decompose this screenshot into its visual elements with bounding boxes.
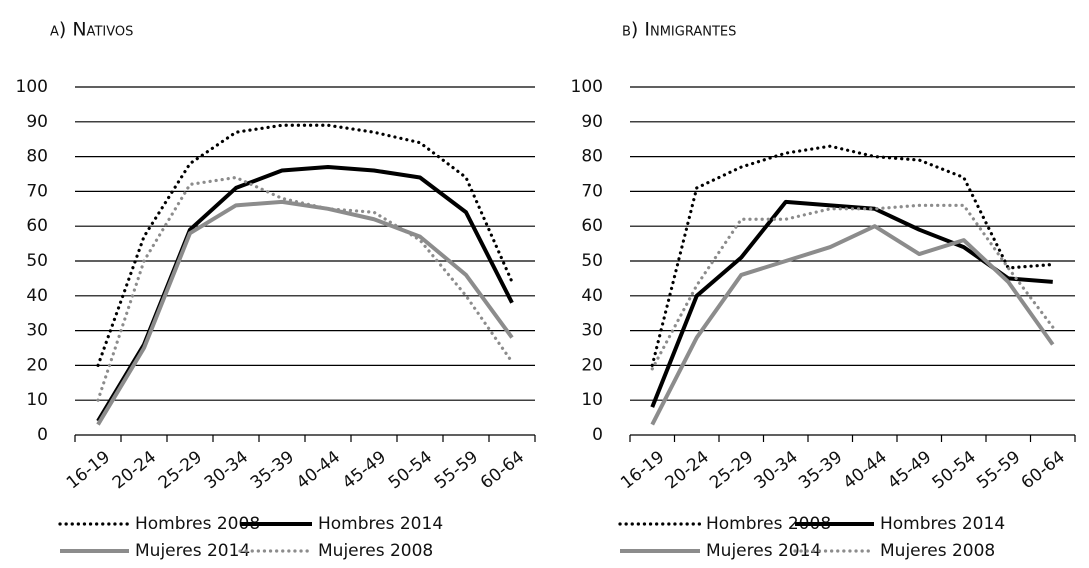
y-tick-label: 20 [581,355,603,375]
x-tick-label: 45-49 [339,447,390,493]
legend-label: Mujeres 2014 [706,541,821,561]
x-tick-label: 16-19 [63,447,114,493]
x-tick-label: 30-34 [751,447,802,493]
chart-title: a) Nativos [50,19,133,41]
y-tick-label: 50 [581,251,603,271]
y-tick-label: 30 [581,321,603,341]
y-tick-label: 20 [26,355,48,375]
y-tick-label: 0 [37,425,48,445]
y-tick-label: 90 [26,112,48,132]
x-tick-label: 60-64 [477,447,528,493]
legend-label: Hombres 2008 [706,514,831,534]
y-tick-label: 70 [26,181,48,201]
y-tick-label: 90 [581,112,603,132]
legend-label: Mujeres 2014 [135,541,250,561]
x-tick-label: 16-19 [617,447,668,493]
legend-label: Mujeres 2008 [880,541,995,561]
y-tick-label: 50 [26,251,48,271]
x-tick-label: 40-44 [840,447,891,493]
x-tick-label: 25-29 [706,447,757,493]
legend-label: Mujeres 2008 [318,541,433,561]
x-tick-label: 20-24 [109,447,160,493]
x-tick-label: 40-44 [293,447,344,493]
x-tick-label: 55-59 [431,447,482,493]
x-tick-label: 20-24 [662,447,713,493]
y-tick-label: 10 [581,390,603,410]
x-tick-label: 45-49 [884,447,935,493]
y-tick-label: 0 [592,425,603,445]
legend-label: Hombres 2008 [135,514,260,534]
y-tick-label: 30 [26,321,48,341]
series-line [650,144,1055,367]
series-line [96,175,514,402]
x-tick-label: 55-59 [973,447,1024,493]
y-tick-label: 70 [581,181,603,201]
series-line [650,203,1055,371]
x-tick-label: 50-54 [385,447,436,493]
series-line [96,123,514,367]
y-tick-label: 100 [16,77,48,97]
legend-label: Hombres 2014 [880,514,1005,534]
series-line [96,199,514,426]
x-tick-label: 50-54 [929,447,980,493]
x-tick-label: 35-39 [247,447,298,493]
series-line [650,199,1053,408]
y-tick-label: 40 [26,286,48,306]
y-tick-label: 60 [26,216,48,236]
y-tick-label: 60 [581,216,603,236]
y-tick-label: 80 [26,147,48,167]
x-tick-label: 60-64 [1018,447,1069,493]
y-tick-label: 40 [581,286,603,306]
x-tick-label: 30-34 [201,447,252,493]
series-line [650,224,1055,426]
chart-title: b) Inmigrantes [622,19,736,41]
x-tick-label: 35-39 [795,447,846,493]
y-tick-label: 80 [581,147,603,167]
legend-label: Hombres 2014 [318,514,443,534]
y-tick-label: 10 [26,390,48,410]
y-tick-label: 100 [571,77,603,97]
x-tick-label: 25-29 [155,447,206,493]
